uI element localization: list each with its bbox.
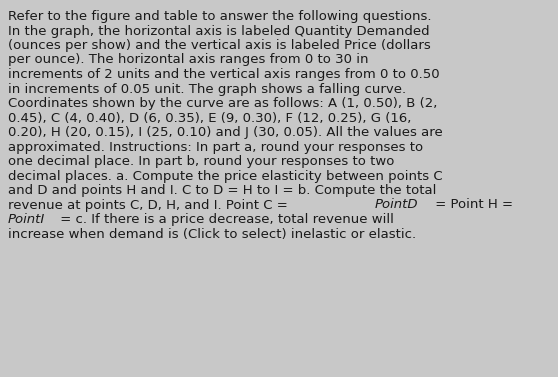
Text: PointI: PointI — [8, 213, 45, 226]
Text: and D and points H and I. C to D = H to I = b. Compute the total: and D and points H and I. C to D = H to … — [8, 184, 436, 197]
Text: increase when demand is (Click to select) inelastic or elastic.: increase when demand is (Click to select… — [8, 227, 416, 241]
Text: per ounce). The horizontal axis ranges from 0 to 30 in: per ounce). The horizontal axis ranges f… — [8, 54, 368, 66]
Text: in increments of 0.05 unit. The graph shows a falling curve.: in increments of 0.05 unit. The graph sh… — [8, 83, 406, 95]
Text: revenue at points C, D, H, and I. Point C =: revenue at points C, D, H, and I. Point … — [8, 199, 292, 211]
Text: (ounces per show) and the vertical axis is labeled Price (dollars: (ounces per show) and the vertical axis … — [8, 39, 431, 52]
Text: increments of 2 units and the vertical axis ranges from 0 to 0.50: increments of 2 units and the vertical a… — [8, 68, 440, 81]
Text: 0.45), C (4, 0.40), D (6, 0.35), E (9, 0.30), F (12, 0.25), G (16,: 0.45), C (4, 0.40), D (6, 0.35), E (9, 0… — [8, 112, 411, 124]
Text: one decimal place. In part b, round your responses to two: one decimal place. In part b, round your… — [8, 155, 395, 168]
Text: Refer to the figure and table to answer the following questions.: Refer to the figure and table to answer … — [8, 10, 431, 23]
Text: PointD: PointD — [374, 199, 418, 211]
Text: approximated. Instructions: In part a, round your responses to: approximated. Instructions: In part a, r… — [8, 141, 423, 153]
Text: decimal places. a. Compute the price elasticity between points C: decimal places. a. Compute the price ela… — [8, 170, 442, 182]
Text: = c. If there is a price decrease, total revenue will: = c. If there is a price decrease, total… — [56, 213, 394, 226]
Text: 0.20), H (20, 0.15), I (25, 0.10) and J (30, 0.05). All the values are: 0.20), H (20, 0.15), I (25, 0.10) and J … — [8, 126, 442, 139]
Text: Coordinates shown by the curve are as follows: A (1, 0.50), B (2,: Coordinates shown by the curve are as fo… — [8, 97, 437, 110]
Text: In the graph, the horizontal axis is labeled Quantity Demanded: In the graph, the horizontal axis is lab… — [8, 25, 430, 37]
Text: = Point H =: = Point H = — [431, 199, 513, 211]
